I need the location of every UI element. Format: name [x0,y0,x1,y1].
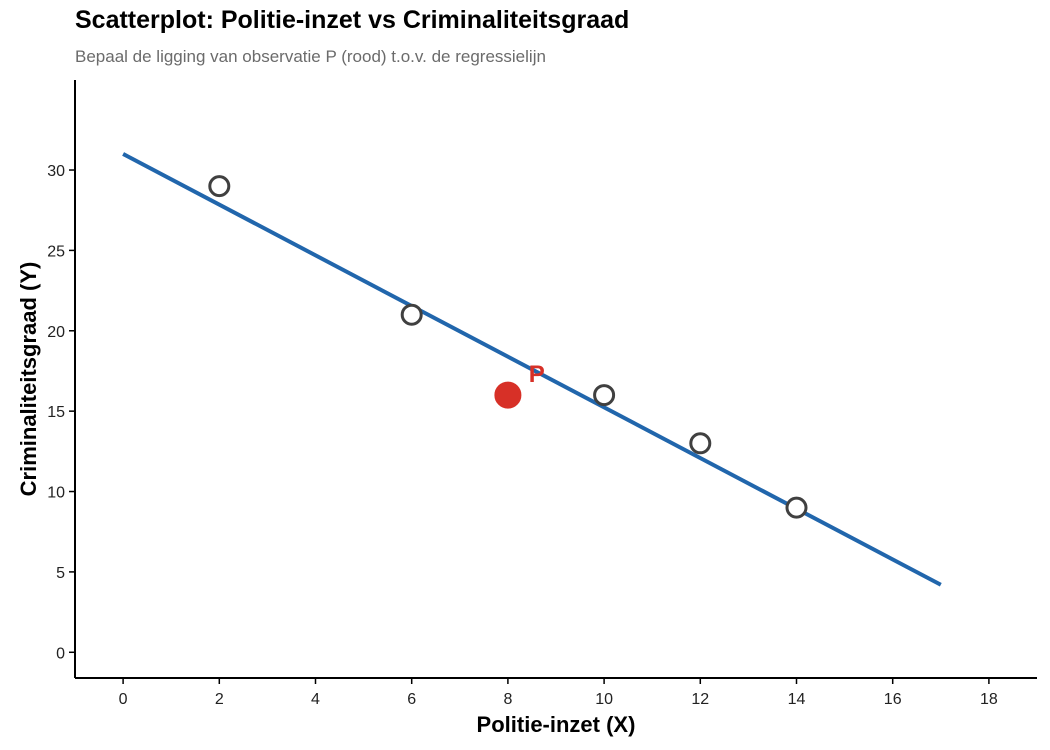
x-tick-label: 6 [407,691,416,708]
y-tick-label: 20 [47,324,65,341]
y-tick-label: 25 [47,243,65,260]
y-axis-ticks: 0 5 10 15 20 25 30 [47,163,75,662]
x-tick-label: 16 [884,691,902,708]
data-point [208,175,231,198]
x-tick-label: 12 [691,691,709,708]
y-tick-label: 30 [47,163,65,180]
x-tick-label: 10 [595,691,613,708]
chart-subtitle: Bepaal de ligging van observatie P (rood… [75,47,546,66]
x-tick-label: 4 [311,691,320,708]
x-axis-title: Politie-inzet (X) [477,712,636,737]
x-tick-label: 0 [119,691,128,708]
y-tick-label: 0 [56,645,65,662]
annotation-layer: P [529,361,545,388]
y-tick-label: 15 [47,404,65,421]
axes [74,80,1037,679]
points-layer [208,175,808,519]
y-tick-label: 5 [56,565,65,582]
chart-title: Scatterplot: Politie-inzet vs Criminalit… [75,6,630,34]
x-tick-label: 18 [980,691,998,708]
data-point [593,384,616,407]
y-tick-label: 10 [47,485,65,502]
x-tick-label: 14 [788,691,806,708]
point-p-label: P [529,361,545,388]
x-tick-label: 8 [503,691,512,708]
data-point [785,496,808,519]
x-axis-ticks: 0 2 4 6 8 10 12 14 16 18 [119,678,998,708]
highlight-point-p [494,381,522,409]
data-point [400,303,423,326]
data-point [689,432,712,455]
x-tick-label: 2 [215,691,224,708]
y-axis-title: Criminaliteitsgraad (Y) [16,262,41,497]
